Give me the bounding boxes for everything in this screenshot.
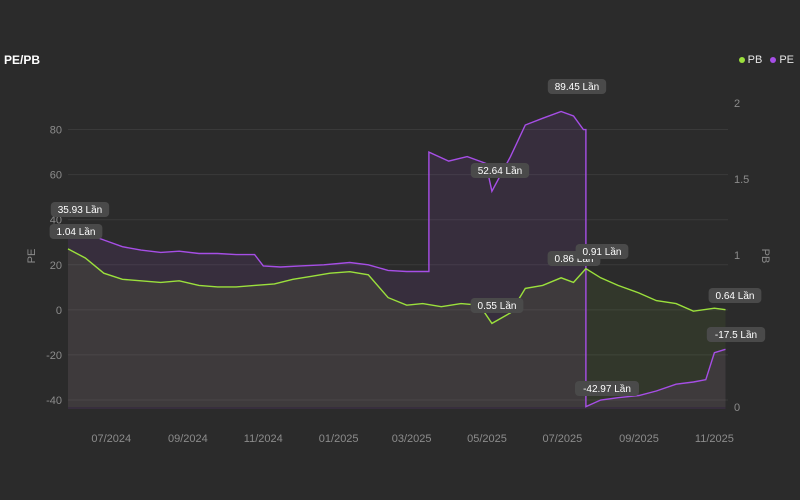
- y-right-tick-label: 2: [734, 98, 740, 110]
- annotation-label: 0.64 Lần: [708, 288, 762, 303]
- x-tick-label: 07/2024: [91, 433, 131, 445]
- grid-lines: [68, 129, 728, 401]
- x-tick-label: 01/2025: [319, 433, 359, 445]
- annotation-text: 0.64 Lần: [716, 290, 755, 302]
- legend-label-pe: PE: [779, 54, 794, 66]
- area-pb: [68, 248, 726, 407]
- annotation-bg: [547, 79, 607, 94]
- series-lines: [67, 110, 726, 408]
- annotation-bg: [470, 163, 530, 178]
- annotation-label: 0.55 Lần: [470, 298, 524, 313]
- annotation-text: -17.5 Lần: [715, 329, 757, 341]
- annotation-text: -42.97 Lần: [583, 383, 631, 395]
- annotations: 35.93 Lần 1.04 Lần 89.45 Lần 52.64 Lần 0.55 …: [49, 79, 766, 396]
- chart-title: PE/PB: [4, 53, 41, 67]
- chart-legend: PB PE: [738, 54, 794, 66]
- annotation-label: 1.04 Lần: [49, 224, 103, 239]
- x-tick-label: 05/2025: [467, 433, 507, 445]
- y-axis-right-label: PB: [759, 249, 771, 264]
- annotation-text: 52.64 Lần: [478, 165, 523, 177]
- annotation-text: 0.55 Lần: [478, 300, 517, 312]
- y-axis-right: 21.510.50: [734, 98, 749, 414]
- y-right-tick-label: 1.5: [734, 174, 749, 186]
- x-tick-label: 09/2024: [168, 433, 208, 445]
- y-left-tick-label: -40: [46, 395, 62, 407]
- x-tick-label: 07/2025: [542, 433, 582, 445]
- y-left-tick-label: 0: [56, 305, 62, 317]
- y-right-tick-label: 1: [734, 250, 740, 262]
- annotation-text: 0.91 Lần: [583, 246, 622, 258]
- annotation-label: -17.5 Lần: [706, 327, 766, 342]
- y-left-tick-label: -20: [46, 350, 62, 362]
- annotation-label: 35.93 Lần: [50, 202, 110, 217]
- series-line-pb: [67, 248, 726, 325]
- annotation-label: 0.91 Lần: [575, 244, 629, 259]
- annotation-bg: [708, 288, 762, 303]
- legend-item-pe[interactable]: PE: [770, 54, 794, 66]
- legend-dot-pe: [770, 57, 777, 63]
- y-right-tick-label: 0: [734, 402, 740, 414]
- y-axis-left-label: PE: [26, 249, 38, 264]
- legend-label-pb: PB: [747, 54, 763, 66]
- annotation-label: 89.45 Lần: [547, 79, 607, 94]
- annotation-bg: [575, 381, 639, 396]
- series-line-pe: [67, 110, 726, 408]
- y-left-tick-label: 80: [50, 125, 62, 137]
- area-pe: [68, 111, 726, 409]
- annotation-text: 1.04 Lần: [57, 226, 96, 238]
- x-tick-label: 11/2025: [695, 433, 734, 445]
- annotation-bg: [49, 224, 103, 239]
- x-tick-label: 03/2025: [392, 433, 432, 445]
- x-tick-label: 11/2024: [244, 433, 283, 445]
- annotation-label: 52.64 Lần: [470, 163, 530, 178]
- annotation-bg: [706, 327, 766, 342]
- annotation-label: -42.97 Lần: [575, 381, 639, 396]
- y-left-tick-label: 20: [50, 260, 62, 272]
- x-axis: 07/2024 09/2024 11/2024 01/2025 03/2025 05/20…: [91, 433, 734, 445]
- area-fills: [68, 111, 726, 409]
- y-left-tick-label: 40: [50, 215, 62, 227]
- annotation-bg: [50, 202, 110, 217]
- x-tick-label: 09/2025: [619, 433, 659, 445]
- legend-dot-pb: [738, 57, 745, 63]
- y-left-tick-label: 60: [50, 170, 62, 182]
- y-axis-left: 80 60 40 20 0 -20 -40: [46, 125, 62, 407]
- annotation-text: 89.45 Lần: [555, 81, 600, 93]
- annotation-bg: [470, 298, 524, 313]
- legend-item-pb[interactable]: PB: [738, 54, 763, 66]
- annotation-bg: [575, 244, 629, 259]
- annotation-text: 35.93 Lần: [58, 204, 103, 216]
